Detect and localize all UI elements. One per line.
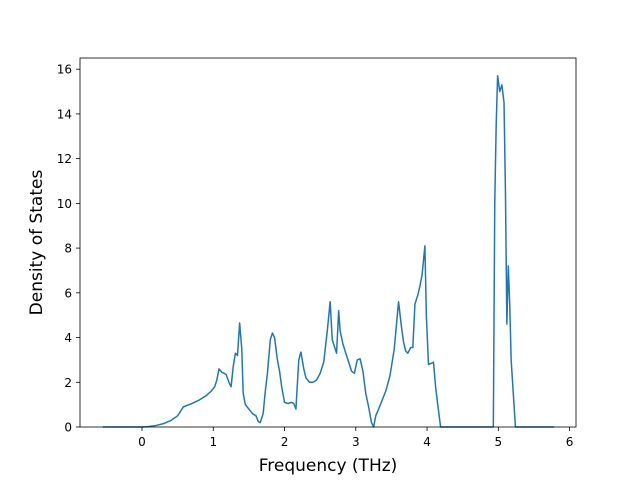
y-tick-label: 16 [57, 63, 72, 77]
y-tick-label: 2 [64, 376, 72, 390]
y-tick-label: 8 [64, 242, 72, 256]
x-axis: 0 1 2 3 4 5 6 [138, 427, 573, 449]
y-tick-label: 0 [64, 421, 72, 435]
x-tick-label: 2 [281, 435, 289, 449]
x-tick-label: 1 [209, 435, 217, 449]
y-axis-label: Density of States [27, 170, 47, 316]
x-tick-label: 5 [495, 435, 503, 449]
y-tick-label: 4 [64, 331, 72, 345]
plot-area [79, 57, 577, 428]
y-tick-label: 10 [57, 197, 72, 211]
y-tick-label: 6 [64, 286, 72, 300]
x-tick-label: 4 [423, 435, 431, 449]
x-axis-label: Frequency (THz) [259, 456, 398, 476]
x-tick-label: 0 [138, 435, 146, 449]
axes-frame [79, 57, 577, 428]
y-tick-label: 14 [57, 107, 72, 121]
x-tick-label: 6 [566, 435, 574, 449]
y-tick-label: 12 [57, 152, 72, 166]
x-tick-label: 3 [352, 435, 360, 449]
y-axis: 0 2 4 6 8 10 12 14 16 [57, 63, 80, 435]
